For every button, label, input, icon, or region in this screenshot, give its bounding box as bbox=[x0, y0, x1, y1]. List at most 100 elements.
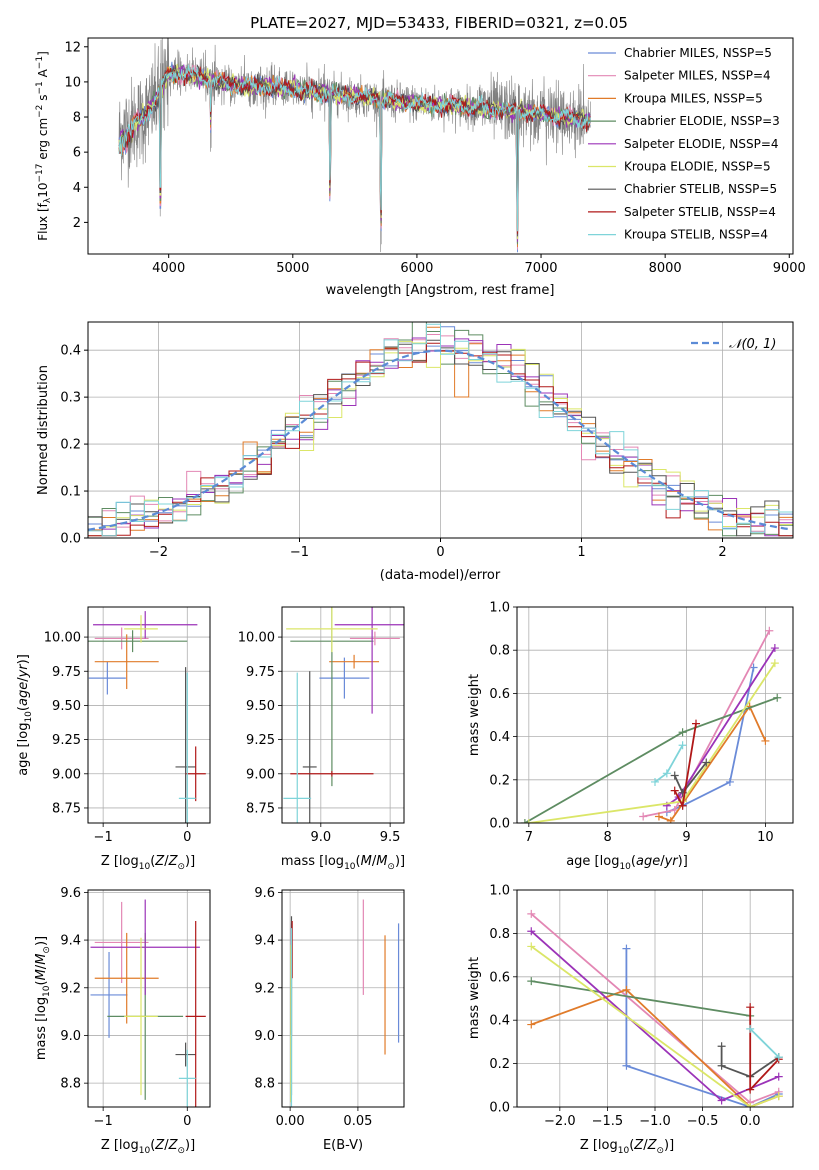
weight-vs-age-ytick-label: 1.0 bbox=[489, 601, 510, 616]
weight-vs-age-series bbox=[520, 626, 782, 823]
weight-vs-z-xtick-label: 0.0 bbox=[740, 1114, 761, 1129]
weight-vs-age-line-kroupa-miles bbox=[658, 704, 767, 822]
weight-vs-age-marker-salpeter-elodie bbox=[770, 644, 779, 653]
age-vs-mass-xlabel: mass [log10(M/M⊙)] bbox=[281, 854, 405, 872]
age-vs-z-ytick-label: 9.50 bbox=[52, 699, 81, 714]
weight-vs-z-marker-chabrier-stelib bbox=[717, 1042, 726, 1051]
spectrum-ytick-label: 2 bbox=[73, 216, 81, 231]
weight-vs-z-line-kroupa-stelib bbox=[749, 1028, 780, 1058]
spectrum-ytick-label: 4 bbox=[73, 181, 81, 196]
legend-label-chabrier-elodie: Chabrier ELODIE, NSSP=3 bbox=[624, 114, 780, 128]
normal-distribution-curve bbox=[88, 349, 791, 531]
weight-vs-z-panel: −2.0 −1.5 −1.0 −0.5 0.0 0.0 0.2 0.4 0.6 0.8 1.0 bbox=[489, 884, 794, 1129]
weight-vs-z-marker-salpeter-stelib bbox=[746, 1003, 755, 1012]
mass-vs-z-panel: −1 0 8.8 9.0 9.2 9.4 9.6 bbox=[60, 886, 211, 1129]
weight-vs-age-grid bbox=[517, 606, 793, 824]
spectrum-title: PLATE=2027, MJD=53433, FIBERID=0321, z=0… bbox=[250, 14, 628, 32]
residual-xtick-label: −1 bbox=[290, 545, 309, 560]
residual-panel: −2 −1 0 1 2 0.0 0.1 0.2 0.3 0.4 (data-model)/erro… bbox=[36, 321, 794, 583]
spectrum-ytick-label: 8 bbox=[73, 111, 81, 126]
residual-xlabel: (data-model)/error bbox=[380, 568, 501, 583]
spectrum-xtick-label: 7000 bbox=[524, 261, 557, 276]
data-spectrum-line bbox=[118, 38, 591, 253]
age-vs-mass-ytick-label: 9.00 bbox=[246, 767, 275, 782]
age-vs-z-xtick-label: −1 bbox=[94, 830, 113, 845]
mass-vs-z-ytick-label: 9.2 bbox=[60, 981, 81, 996]
weight-vs-age-marker-kroupa-stelib bbox=[678, 741, 687, 750]
weight-vs-age-xtick-label: 9 bbox=[682, 830, 690, 845]
weight-vs-z-line-salpeter-stelib bbox=[749, 1007, 780, 1092]
legend-label-normal: 𝒩(0, 1) bbox=[729, 337, 776, 352]
residual-ytick-label: 0.2 bbox=[60, 438, 81, 453]
weight-vs-z-ytick-label: 1.0 bbox=[489, 884, 510, 899]
weight-vs-age-marker-salpeter-stelib bbox=[692, 719, 701, 728]
weight-vs-age-marker-kroupa-elodie bbox=[770, 659, 779, 668]
mass-vs-z-xlabel: Z [log10(Z/Z⊙)] bbox=[101, 1138, 195, 1156]
weight-vs-z-ytick-label: 0.4 bbox=[489, 1014, 510, 1029]
weight-vs-age-marker-kroupa-miles bbox=[666, 816, 675, 823]
spectrum-xtick-label: 6000 bbox=[400, 261, 433, 276]
weight-vs-z-marker-chabrier-elodie bbox=[527, 977, 536, 986]
weight-vs-z-xtick-label: −1.0 bbox=[639, 1114, 671, 1129]
residual-ytick-label: 0.0 bbox=[60, 532, 81, 547]
weight-vs-z-marker-salpeter-elodie bbox=[774, 1072, 783, 1081]
weight-vs-z-xtick-label: −2.0 bbox=[544, 1114, 576, 1129]
legend-label-kroupa-miles: Kroupa MILES, NSSP=5 bbox=[624, 91, 763, 105]
mass-vs-ebv-ytick-label: 9.4 bbox=[254, 934, 275, 949]
mass-vs-ebv-ytick-label: 8.8 bbox=[254, 1077, 275, 1092]
mass-vs-ebv-xlabel: E(B-V) bbox=[323, 1138, 363, 1153]
weight-vs-z-marker-kroupa-miles bbox=[622, 985, 631, 994]
mass-vs-z-xtick-label: −1 bbox=[94, 1114, 113, 1129]
weight-vs-age-marker-salpeter-miles bbox=[765, 626, 774, 635]
mass-vs-ebv-xtick-label: 0.00 bbox=[276, 1114, 305, 1129]
mass-vs-z-axes-frame bbox=[87, 889, 211, 1108]
age-vs-z-xlabel: Z [log10(Z/Z⊙)] bbox=[101, 854, 195, 872]
residual-ylabel: Normed distribution bbox=[36, 365, 51, 495]
age-vs-mass-ytick-label: 9.25 bbox=[246, 733, 275, 748]
age-vs-z-ytick-label: 10.00 bbox=[44, 631, 81, 646]
spectrum-xtick-label: 5000 bbox=[276, 261, 309, 276]
mass-vs-z-ylabel: mass [log10(M/M⊙)] bbox=[34, 936, 52, 1060]
residual-ytick-label: 0.1 bbox=[60, 485, 81, 500]
weight-vs-z-marker-chabrier-stelib bbox=[717, 1061, 726, 1070]
weight-vs-age-xtick-label: 8 bbox=[604, 830, 612, 845]
weight-vs-z-axes-frame bbox=[516, 889, 794, 1108]
weight-vs-age-marker-salpeter-stelib bbox=[670, 786, 679, 795]
age-vs-mass-ytick-label: 10.00 bbox=[238, 631, 275, 646]
weight-vs-z-ytick-label: 0.6 bbox=[489, 970, 510, 985]
residual-histogram-kroupa-stelib bbox=[88, 323, 793, 538]
weight-vs-age-ylabel: mass weight bbox=[467, 674, 482, 756]
weight-vs-z-marker-chabrier-miles bbox=[622, 1061, 631, 1070]
weight-vs-z-xlabel: Z [log10(Z/Z⊙)] bbox=[580, 1138, 674, 1156]
weight-vs-z-marker-salpeter-stelib bbox=[746, 1085, 755, 1094]
residual-ytick-label: 0.3 bbox=[60, 391, 81, 406]
age-vs-z-ytick-label: 9.00 bbox=[52, 767, 81, 782]
spectrum-ytick-label: 6 bbox=[73, 146, 81, 161]
mass-vs-ebv-panel: 0.00 0.05 8.8 9.0 9.2 9.4 9.6 bbox=[254, 886, 405, 1129]
age-vs-mass-panel: 9.0 9.5 8.75 9.00 9.25 9.50 9.75 10.00 bbox=[238, 606, 405, 845]
weight-vs-z-ytick-label: 0.0 bbox=[489, 1101, 510, 1116]
weight-vs-age-ytick-label: 0.4 bbox=[489, 730, 510, 745]
weight-vs-z-line-chabrier-elodie bbox=[531, 980, 751, 1017]
spectrum-ytick-label: 12 bbox=[64, 40, 81, 55]
legend-label-kroupa-stelib: Kroupa STELIB, NSSP=4 bbox=[624, 228, 768, 242]
weight-vs-age-marker-kroupa-elodie bbox=[524, 819, 533, 823]
weight-vs-z-ytick-label: 0.8 bbox=[489, 927, 510, 942]
model-spectrum-kroupa-stelib bbox=[118, 64, 591, 232]
legend-label-salpeter-stelib: Salpeter STELIB, NSSP=4 bbox=[624, 205, 776, 219]
weight-vs-z-ytick-label: 0.2 bbox=[489, 1057, 510, 1072]
weight-vs-age-marker-kroupa-stelib bbox=[651, 777, 659, 786]
weight-vs-age-panel: 7 8 9 10 0.0 0.2 0.4 0.6 0.8 1.0 bbox=[489, 601, 794, 845]
weight-vs-age-marker-chabrier-elodie bbox=[678, 728, 687, 737]
spectrum-xtick-label: 4000 bbox=[152, 261, 185, 276]
mass-vs-ebv-ytick-label: 9.0 bbox=[254, 1029, 275, 1044]
legend-label-kroupa-elodie: Kroupa ELODIE, NSSP=5 bbox=[624, 160, 771, 174]
weight-vs-age-marker-kroupa-miles bbox=[654, 812, 663, 821]
weight-vs-z-marker-kroupa-elodie bbox=[774, 1092, 783, 1101]
weight-vs-z-marker-chabrier-miles bbox=[622, 944, 631, 953]
age-vs-z-panel: −1 0 8.75 9.00 9.25 9.50 9.75 10.00 bbox=[44, 606, 211, 845]
age-vs-z-grid bbox=[88, 607, 210, 823]
mass-vs-ebv-xtick-label: 0.05 bbox=[343, 1114, 372, 1129]
legend-label-salpeter-elodie: Salpeter ELODIE, NSSP=4 bbox=[624, 137, 779, 151]
